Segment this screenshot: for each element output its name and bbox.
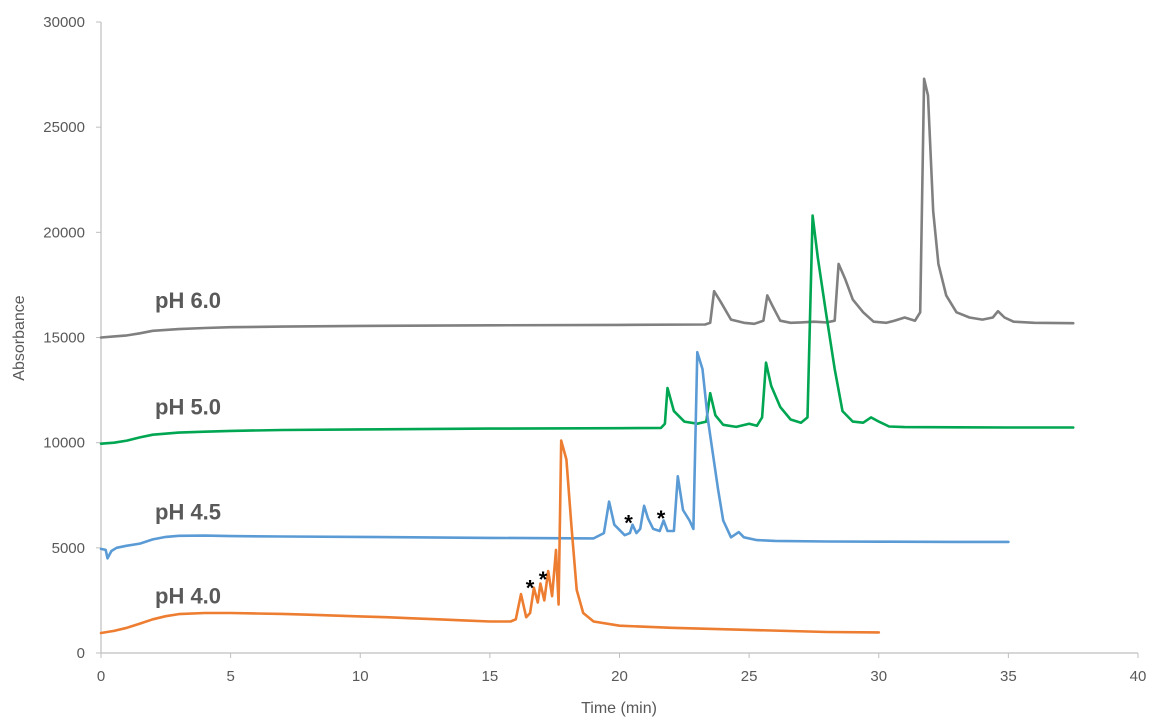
- y-tick-label: 30000: [43, 14, 85, 31]
- y-tick-label: 25000: [43, 119, 85, 136]
- x-axis-title: Time (min): [581, 700, 657, 717]
- series-label: pH 6.0: [155, 288, 221, 313]
- y-axis-title: Absorbance: [11, 295, 28, 380]
- peak-annotation: *: [526, 576, 535, 601]
- axes-layer: 0 5 10 15 20 25 30 35 40 0 5000 10000 15000 20000 2500…: [43, 14, 1146, 685]
- y-tick-label: 15000: [43, 330, 85, 347]
- x-tick-label: 5: [226, 668, 234, 685]
- series-line: [99, 214, 1075, 445]
- series-label: pH 5.0: [155, 394, 221, 419]
- x-tick-label: 15: [482, 668, 499, 685]
- series-line: [99, 77, 1075, 339]
- y-tick-label: 5000: [52, 540, 85, 557]
- x-tick-label: 40: [1130, 668, 1147, 685]
- x-tick-label: 0: [97, 668, 105, 685]
- series-layer: [99, 77, 1075, 635]
- peak-annotation: *: [624, 510, 633, 535]
- x-tick-label: 10: [352, 668, 369, 685]
- y-tick-label: 0: [77, 645, 85, 662]
- x-tick-label: 20: [611, 668, 628, 685]
- y-tick-label: 20000: [43, 224, 85, 241]
- series-line: [99, 350, 1010, 560]
- series-line: [99, 439, 881, 635]
- peak-annotation: *: [539, 567, 548, 592]
- y-tick-label: 10000: [43, 435, 85, 452]
- x-tick-label: 35: [1000, 668, 1017, 685]
- label-layer: pH 6.0pH 5.0pH 4.5pH 4.0 * ** *: [155, 288, 666, 609]
- series-label: pH 4.5: [155, 499, 221, 524]
- peak-annotation: *: [657, 506, 666, 531]
- series-label: pH 4.0: [155, 584, 221, 609]
- x-tick-label: 25: [741, 668, 758, 685]
- x-tick-label: 30: [870, 668, 887, 685]
